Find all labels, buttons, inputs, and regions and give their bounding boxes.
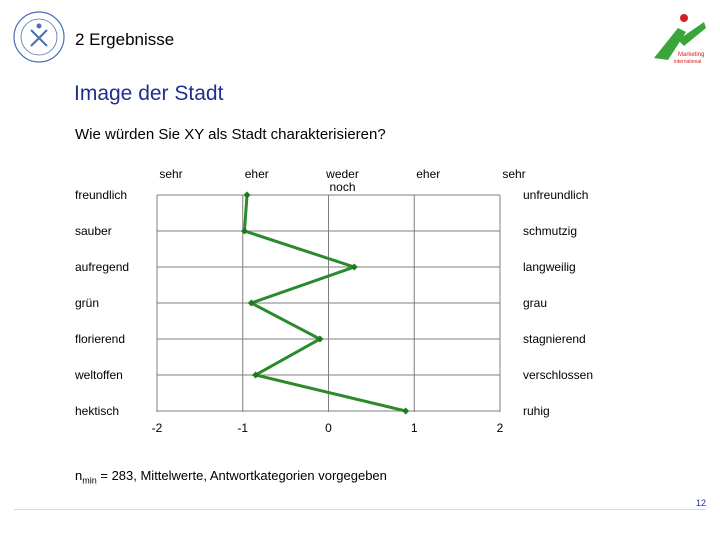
survey-question: Wie würden Sie XY als Stadt charakterisi…	[75, 126, 386, 143]
scale-label-0: sehr	[159, 167, 182, 181]
scale-label-3: eher	[416, 167, 440, 181]
left-label-1: sauber	[75, 224, 112, 238]
scale-label-4: sehr	[502, 167, 525, 181]
data-point-4	[316, 335, 324, 343]
section-header: 2 Ergebnisse	[75, 30, 175, 49]
x-tick-label-2: 0	[325, 421, 332, 435]
data-point-0	[243, 191, 251, 199]
left-label-3: grün	[75, 296, 99, 310]
right-label-2: langweilig	[523, 260, 576, 274]
logo-text-2: international	[674, 59, 701, 65]
right-label-3: grau	[523, 296, 547, 310]
footnote: nmin = 283, Mittelwerte, Antwortkategori…	[75, 468, 387, 486]
data-point-5	[252, 371, 260, 379]
scale-label-1: eher	[245, 167, 269, 181]
logo-text-1: Marketing	[678, 52, 704, 58]
data-point-2	[350, 263, 358, 271]
university-seal-logo	[12, 10, 66, 64]
marketing-logo: Marketing international	[648, 12, 710, 68]
data-point-6	[402, 407, 410, 415]
scale-label-2: weder noch	[325, 167, 359, 194]
right-label-5: verschlossen	[523, 368, 593, 382]
left-label-0: freundlich	[75, 188, 127, 202]
right-label-1: schmutzig	[523, 224, 577, 238]
right-label-4: stagnierend	[523, 332, 586, 346]
x-tick-label-4: 2	[497, 421, 504, 435]
page-number: 12	[695, 498, 706, 508]
x-tick-label-0: -2	[152, 421, 163, 435]
x-tick-label-1: -1	[237, 421, 248, 435]
slide-title: Image der Stadt	[74, 82, 224, 105]
data-point-1	[240, 227, 248, 235]
data-point-3	[247, 299, 255, 307]
right-label-0: unfreundlich	[523, 188, 588, 202]
left-label-2: aufregend	[75, 260, 129, 274]
left-label-5: weltoffen	[74, 368, 123, 382]
footer-divider	[14, 509, 706, 510]
right-label-6: ruhig	[523, 404, 550, 418]
left-label-4: florierend	[75, 332, 125, 346]
left-label-6: hektisch	[75, 404, 119, 418]
x-tick-label-3: 1	[411, 421, 418, 435]
